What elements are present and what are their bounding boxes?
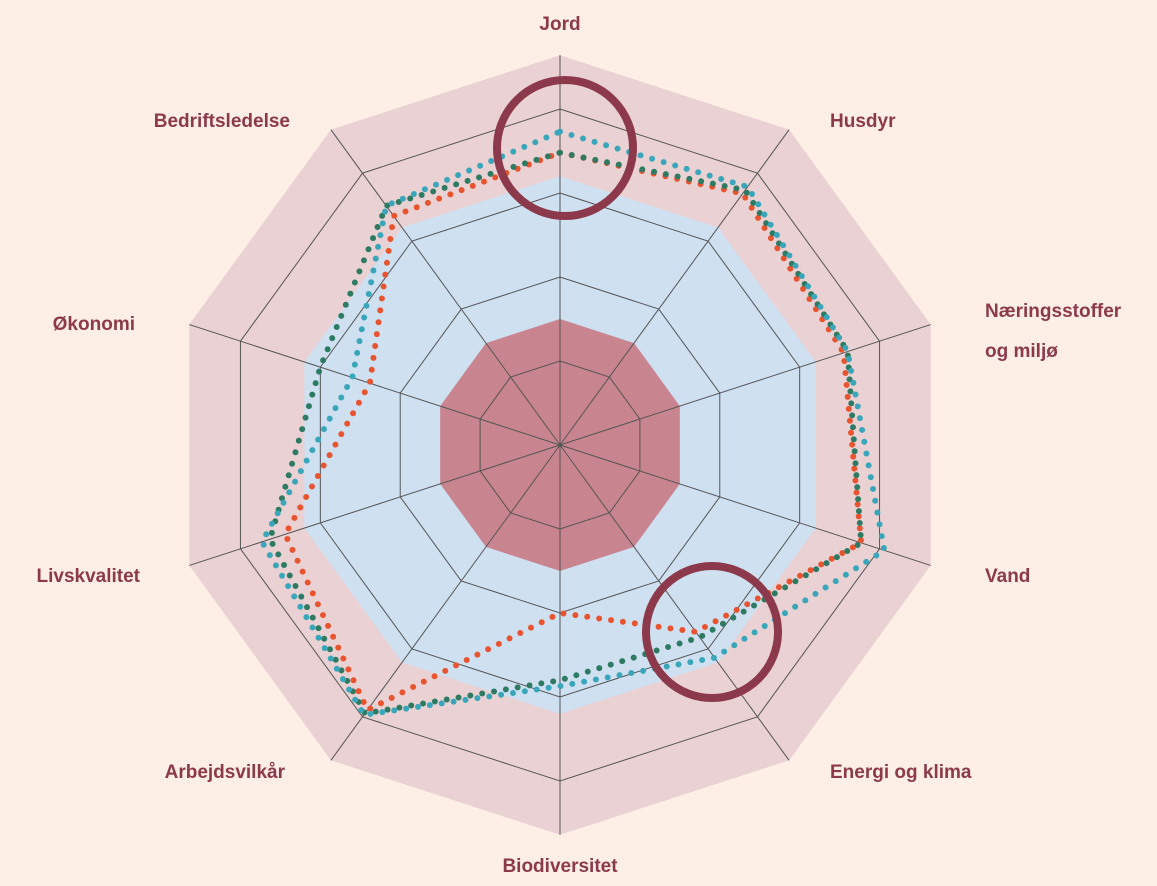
spoke xyxy=(559,324,931,446)
highlight-circle xyxy=(642,562,782,702)
axis-label: Energi og klima xyxy=(830,762,972,783)
spoke xyxy=(559,444,790,761)
highlight-circle xyxy=(493,76,637,220)
axis-label: Arbejdsvilkår xyxy=(164,762,285,783)
spoke xyxy=(330,129,561,446)
axis-label: Biodiversitet xyxy=(502,856,618,877)
series-line xyxy=(258,128,888,719)
spoke xyxy=(189,324,561,446)
spoke xyxy=(559,444,931,566)
series-line xyxy=(281,149,865,715)
series-line xyxy=(266,149,865,717)
axis-label: Livskvalitet xyxy=(36,566,141,587)
axis-label: Bedriftsledelse xyxy=(153,111,290,132)
spoke xyxy=(189,444,561,566)
axis-label: Økonomi xyxy=(52,314,135,335)
axis-label: Næringsstoffer og miljø xyxy=(985,301,1122,362)
axis-label: Husdyr xyxy=(830,111,896,132)
axis-label: Vand xyxy=(985,566,1031,587)
spoke xyxy=(559,129,790,446)
axis-label: Jord xyxy=(539,14,581,35)
